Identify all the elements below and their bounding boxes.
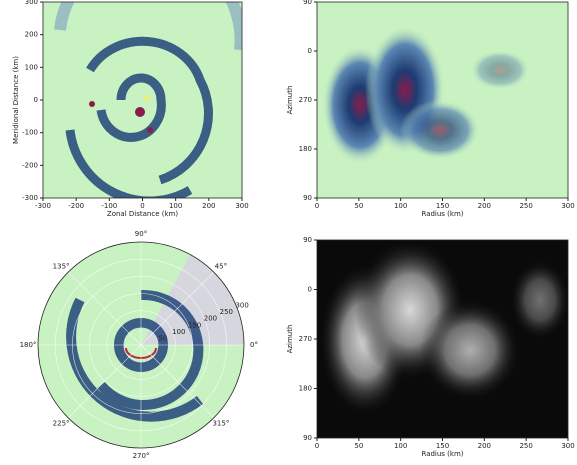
x-tick-label: 100 xyxy=(394,202,407,210)
y-axis-label: Azimuth xyxy=(286,325,294,354)
x-tick-label: 50 xyxy=(354,202,363,210)
x-tick-label: 0 xyxy=(140,202,144,210)
heatmap-image xyxy=(317,2,568,198)
x-tick-label: 200 xyxy=(478,442,491,450)
x-tick-label: 100 xyxy=(394,442,407,450)
y-tick-label: 270 xyxy=(299,335,312,343)
y-tick-label: 270 xyxy=(299,96,312,104)
x-axis-label: Radius (km) xyxy=(421,210,463,218)
r-tick-label: 200 xyxy=(204,315,217,323)
theta-tick-label: 180° xyxy=(20,341,37,349)
x-tick-label: 200 xyxy=(202,202,215,210)
x-tick-label: 50 xyxy=(354,442,363,450)
y-tick-label: 90 xyxy=(303,194,312,202)
y-tick-label: -200 xyxy=(22,161,38,169)
y-tick-label: 0 xyxy=(34,96,38,104)
x-tick-label: 0 xyxy=(315,442,319,450)
theta-tick-label: 90° xyxy=(135,230,147,238)
heatmap-image xyxy=(43,0,242,201)
x-tick-label: 0 xyxy=(315,202,319,210)
y-tick-label: 100 xyxy=(25,63,38,71)
y-tick-label: 0 xyxy=(308,286,312,294)
x-tick-label: 250 xyxy=(519,442,532,450)
x-tick-label: -100 xyxy=(101,202,117,210)
x-tick-label: 300 xyxy=(561,202,574,210)
x-axis-label: Radius (km) xyxy=(421,450,463,458)
x-tick-label: 300 xyxy=(235,202,248,210)
x-tick-label: -300 xyxy=(35,202,51,210)
r-tick-label: 150 xyxy=(188,321,201,329)
y-tick-label: 200 xyxy=(25,31,38,39)
x-tick-label: 100 xyxy=(169,202,182,210)
theta-tick-label: 135° xyxy=(53,263,70,271)
x-tick-label: 200 xyxy=(478,202,491,210)
x-tick-label: 150 xyxy=(436,202,449,210)
y-tick-label: 90 xyxy=(303,236,312,244)
r-tick-label: 50 xyxy=(158,334,167,342)
r-tick-label: 250 xyxy=(220,308,233,316)
heatmap-image xyxy=(317,240,570,438)
y-axis-label: Meridional Distance (km) xyxy=(12,56,20,144)
r-tick-label: 100 xyxy=(172,328,185,336)
x-axis-label: Zonal Distance (km) xyxy=(107,210,178,218)
y-tick-label: -100 xyxy=(22,129,38,137)
theta-tick-label: 225° xyxy=(53,419,70,427)
y-tick-label: 90 xyxy=(303,0,312,6)
y-tick-label: 300 xyxy=(25,0,38,6)
x-tick-label: -200 xyxy=(68,202,84,210)
theta-tick-label: 0° xyxy=(250,341,258,349)
figure: -300 -200 -100 0 100 200 300 -300 -200 -100 0 100 20… xyxy=(0,0,577,461)
y-tick-label: 180 xyxy=(299,385,312,393)
x-tick-label: 150 xyxy=(436,442,449,450)
y-tick-label: 90 xyxy=(303,434,312,442)
x-tick-label: 300 xyxy=(561,442,574,450)
y-tick-label: 180 xyxy=(299,145,312,153)
x-tick-label: 250 xyxy=(519,202,532,210)
theta-tick-label: 270° xyxy=(133,452,150,460)
theta-tick-label: 45° xyxy=(215,263,227,271)
y-tick-label: -300 xyxy=(22,194,38,202)
y-tick-label: 0 xyxy=(308,47,312,55)
theta-tick-label: 315° xyxy=(212,419,229,427)
y-axis-label: Azimuth xyxy=(286,86,294,115)
